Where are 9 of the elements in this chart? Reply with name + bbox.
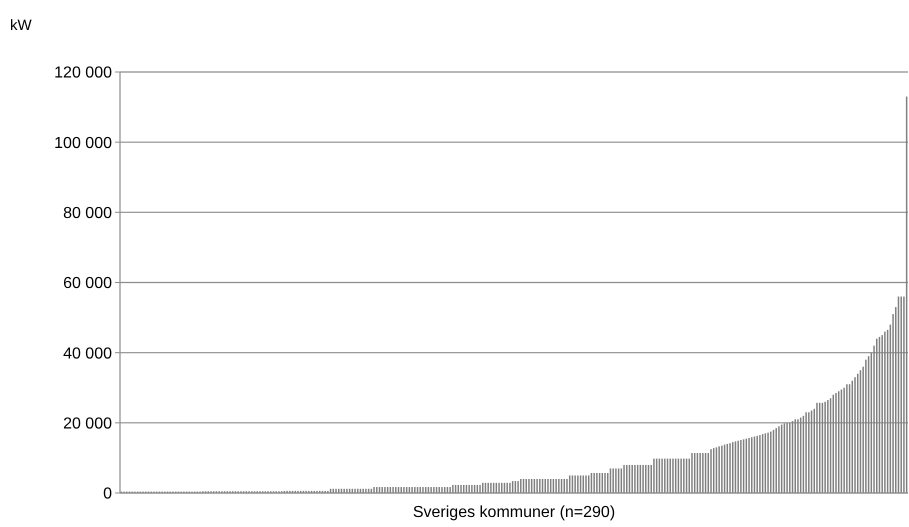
- x-axis-title: Sveriges kommuner (n=290): [412, 504, 616, 521]
- y-tick-label: 80 000: [63, 204, 112, 222]
- y-tick-label: 60 000: [63, 275, 112, 292]
- y-tick-label: 120 000: [54, 64, 112, 82]
- y-tick-label: 0: [103, 486, 112, 503]
- y-tick-label: 100 000: [54, 134, 112, 152]
- y-tick-label: 40 000: [63, 345, 112, 362]
- y-tick-label: 20 000: [63, 415, 112, 432]
- y-axis-title: kW: [10, 17, 32, 34]
